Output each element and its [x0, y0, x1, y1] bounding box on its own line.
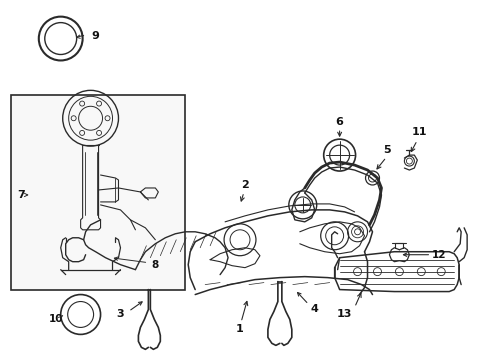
Text: 5: 5: [383, 145, 390, 155]
Text: 7: 7: [17, 190, 25, 200]
Text: 1: 1: [236, 324, 244, 334]
Text: 6: 6: [335, 117, 343, 127]
Text: 11: 11: [411, 127, 426, 137]
Text: 4: 4: [310, 305, 318, 315]
Text: 13: 13: [336, 310, 351, 319]
Bar: [11, 95, 185, 289]
Text: 2: 2: [241, 180, 248, 190]
Text: 3: 3: [117, 310, 124, 319]
Text: 8: 8: [151, 260, 159, 270]
Text: 12: 12: [431, 250, 446, 260]
Text: 10: 10: [48, 314, 63, 324]
Text: 9: 9: [91, 31, 100, 41]
